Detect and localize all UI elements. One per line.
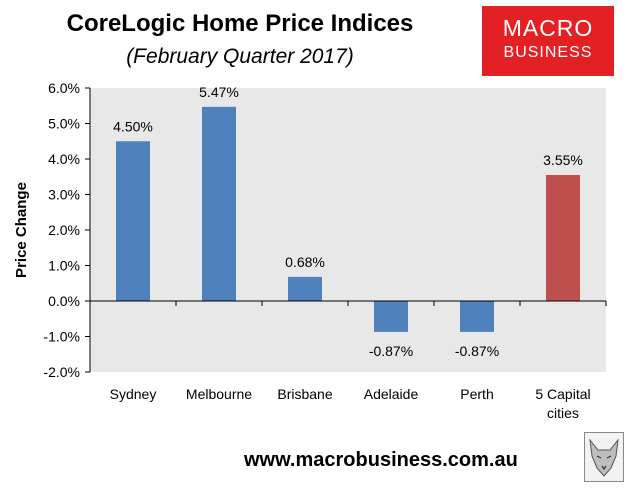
x-tick-label: Adelaide <box>364 386 419 402</box>
bar <box>374 301 408 332</box>
bars: 4.50% 5.47% 0.68% -0.87% -0.87% 3.55% <box>113 84 583 359</box>
y-tick-label: 2.0% <box>48 222 80 238</box>
data-label: 0.68% <box>285 254 325 270</box>
fox-mascot-icon <box>584 432 624 482</box>
x-axis: Sydney Melbourne Brisbane Adelaide Perth 5 Ca… <box>90 300 607 421</box>
x-tick-label: Sydney <box>110 386 157 402</box>
logo-line-1: MACRO <box>502 15 594 41</box>
logo-line-2: BUSINESS <box>503 44 593 61</box>
y-tick-label: 1.0% <box>48 258 80 274</box>
x-tick-label: 5 Capital cities <box>535 386 590 421</box>
data-label: 4.50% <box>113 118 153 134</box>
x-tick-label: Brisbane <box>277 386 332 402</box>
bar <box>460 301 494 332</box>
data-label: 3.55% <box>543 152 583 168</box>
y-tick-label: -1.0% <box>43 329 80 345</box>
footer-url[interactable]: www.macrobusiness.com.au <box>244 449 518 471</box>
y-tick-label: 3.0% <box>48 187 80 203</box>
y-tick-label: 5.0% <box>48 116 80 132</box>
data-label: 5.47% <box>199 84 239 100</box>
chart-subtitle: (February Quarter 2017) <box>126 45 354 68</box>
y-tick-label: 4.0% <box>48 151 80 167</box>
x-tick-label: Perth <box>460 386 493 402</box>
y-tick-label: 0.0% <box>48 293 80 309</box>
bar <box>202 106 236 301</box>
data-label: -0.87% <box>455 343 499 359</box>
y-tick-label: -2.0% <box>43 364 80 380</box>
y-axis: -2.0% -1.0% 0.0% 1.0% 2.0% 3.0% 4.0% 5.0% 6.0% <box>43 80 91 380</box>
bar <box>288 276 322 301</box>
bar <box>116 141 150 301</box>
y-axis-label: Price Change <box>13 182 30 278</box>
y-tick-label: 6.0% <box>48 80 80 96</box>
chart-title: CoreLogic Home Price Indices <box>66 10 414 37</box>
bar <box>546 174 580 301</box>
bar-chart: -2.0% -1.0% 0.0% 1.0% 2.0% 3.0% 4.0% 5.0% 6.0% 4… <box>13 80 607 421</box>
macrobusiness-logo: MACRO BUSINESS <box>482 6 614 76</box>
plot-area <box>90 88 606 372</box>
data-label: -0.87% <box>369 343 413 359</box>
x-tick-label: Melbourne <box>186 386 252 402</box>
